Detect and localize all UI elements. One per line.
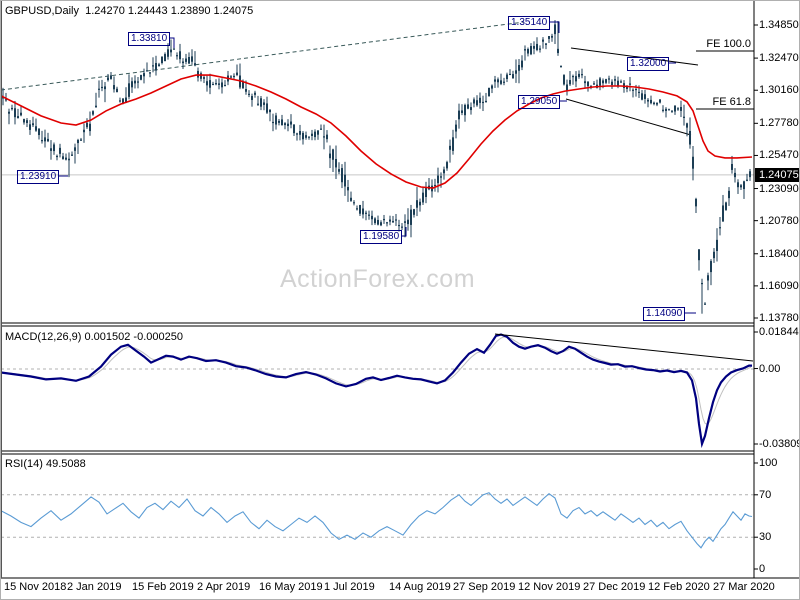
price-axis-label: 1.23090: [759, 182, 799, 195]
current-price-tag: 1.24075: [755, 167, 799, 182]
x-axis-date-label: 16 May 2019: [259, 581, 323, 593]
price-axis-label: 1.32470: [759, 52, 799, 65]
price-flag-label: 1.14090: [643, 307, 686, 321]
price-axis-label: 1.25470: [759, 149, 799, 162]
price-axis-label: 1.16090: [759, 279, 799, 292]
x-axis-date-label: 27 Mar 2020: [713, 581, 775, 593]
x-axis-date-label: 12 Feb 2020: [648, 581, 710, 593]
macd-main-line: [1, 333, 752, 449]
symbol-ohlc-header: GBPUSD,Daily 1.24270 1.24443 1.23890 1.2…: [5, 5, 254, 17]
x-axis-date-label: 27 Sep 2019: [453, 581, 516, 593]
rsi-axis-label: 70: [759, 488, 772, 501]
rising-dashed-trendline: [1, 21, 525, 91]
flag-connector: [550, 21, 560, 33]
x-axis-date-label: 2 Jan 2019: [67, 581, 122, 593]
price-flag-label: 1.35140: [508, 16, 551, 30]
moving-average-line: [1, 74, 753, 189]
price-flag-label: 1.32000: [627, 57, 670, 71]
x-axis-date-label: 14 Aug 2019: [389, 581, 451, 593]
x-axis-date-label: 2 Apr 2019: [197, 581, 251, 593]
price-flag-label: 1.33810: [128, 32, 171, 46]
flag-connector: [402, 227, 407, 237]
channel-upper: [570, 47, 699, 66]
price-axis-label: 1.18400: [759, 247, 799, 260]
price-axis-label: 1.13780: [759, 312, 799, 324]
rsi-axis-label: 30: [759, 531, 772, 544]
x-axis-date-label: 15 Nov 2018: [4, 581, 67, 593]
flag-connector: [170, 37, 175, 48]
fibonacci-level-label: FE 61.8: [712, 96, 751, 108]
price-flag-label: 1.29050: [518, 95, 561, 109]
macd-signal-line: [1, 336, 752, 425]
rsi-axis-label: 0: [759, 563, 766, 575]
macd-axis-label: 0.018442: [759, 326, 799, 338]
candles-layer: [2, 20, 751, 314]
price-flag-label: 1.23910: [17, 170, 60, 184]
rsi-line: [1, 492, 753, 549]
price-axis-label: 1.20780: [759, 214, 799, 227]
rsi-indicator-header: RSI(14) 49.5088: [5, 458, 86, 470]
macd-indicator-header: MACD(12,26,9) 0.001502 -0.000250: [5, 331, 183, 343]
x-axis-date-label: 15 Feb 2019: [132, 581, 194, 593]
macd-trendline: [494, 333, 754, 362]
price-axis-label: 1.34850: [759, 19, 799, 31]
x-axis-date-label: 1 Jul 2019: [324, 581, 375, 593]
price-axis-label: 1.27780: [759, 117, 799, 130]
x-axis-date-label: 12 Nov 2019: [518, 581, 581, 593]
rsi-axis-label: 100: [759, 457, 778, 469]
watermark: ActionForex.com: [279, 265, 476, 293]
macd-axis-label: -0.038095: [759, 438, 799, 450]
macd-axis-label: 0.00: [759, 362, 781, 375]
fibonacci-level-label: FE 100.0: [706, 38, 751, 50]
price-flag-label: 1.19580: [360, 230, 403, 244]
x-axis-date-label: 27 Dec 2019: [583, 581, 646, 593]
channel-lower: [565, 98, 692, 136]
price-axis-label: 1.30160: [759, 84, 799, 97]
